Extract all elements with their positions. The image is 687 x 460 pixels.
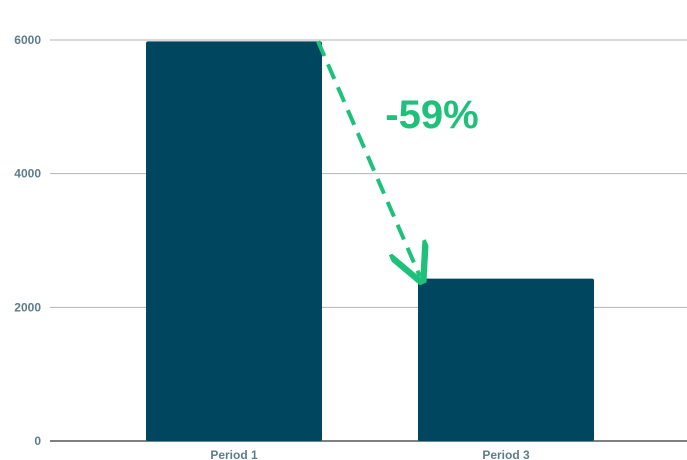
bars bbox=[146, 41, 594, 441]
y-tick-label: 6000 bbox=[14, 33, 41, 47]
change-annotation: -59% bbox=[316, 40, 479, 276]
y-tick-label: 0 bbox=[34, 434, 41, 448]
x-tick-label: Period 3 bbox=[482, 448, 530, 460]
y-axis-ticks: 0 2000 4000 6000 bbox=[14, 33, 41, 448]
x-axis-ticks: Period 1 Period 3 bbox=[210, 448, 530, 460]
bar-period-1 bbox=[146, 41, 322, 441]
y-tick-label: 2000 bbox=[14, 300, 41, 314]
decline-arrow bbox=[316, 40, 420, 276]
bar-period-3 bbox=[418, 278, 594, 441]
percent-change-label: -59% bbox=[385, 93, 478, 137]
y-tick-label: 4000 bbox=[14, 167, 41, 181]
x-tick-label: Period 1 bbox=[210, 448, 258, 460]
